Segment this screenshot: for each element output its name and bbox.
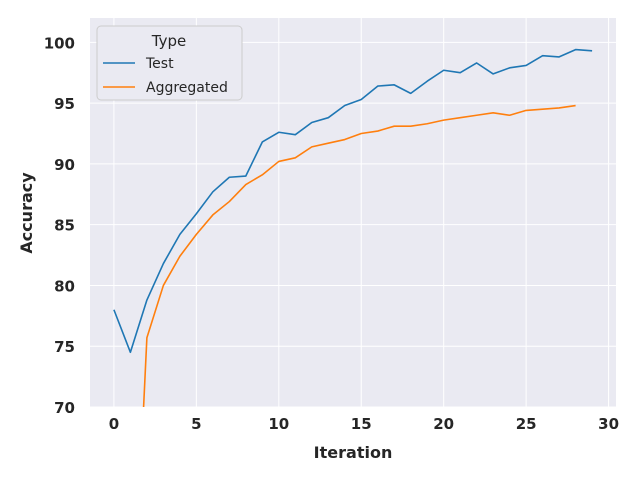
x-tick-label: 0 bbox=[109, 415, 119, 433]
x-tick-label: 25 bbox=[516, 415, 537, 433]
y-tick-label: 90 bbox=[54, 156, 75, 174]
x-tick-label: 15 bbox=[351, 415, 372, 433]
y-tick-label: 95 bbox=[54, 95, 75, 113]
series-lines bbox=[113, 48, 593, 408]
series-line-aggregated bbox=[142, 104, 576, 408]
y-axis-label: Accuracy bbox=[17, 172, 36, 254]
series-line-test bbox=[113, 48, 593, 354]
legend-box bbox=[96, 25, 243, 101]
legend: Type Test Aggregated bbox=[96, 25, 243, 101]
legend-label-test: Test bbox=[145, 56, 174, 72]
x-axis-label: Iteration bbox=[314, 443, 393, 462]
y-tick-label: 70 bbox=[54, 399, 75, 417]
y-tick-labels: 70 75 80 85 90 95 100 bbox=[44, 34, 75, 417]
x-tick-labels: 0 5 10 15 20 25 30 bbox=[109, 415, 619, 433]
y-tick-label: 85 bbox=[54, 217, 75, 235]
grid bbox=[90, 18, 616, 408]
x-tick-label: 20 bbox=[433, 415, 454, 433]
y-tick-label: 100 bbox=[44, 34, 75, 52]
y-tick-label: 80 bbox=[54, 277, 75, 295]
legend-title: Type bbox=[151, 32, 186, 50]
x-tick-label: 5 bbox=[191, 415, 201, 433]
x-tick-label: 10 bbox=[268, 415, 289, 433]
x-tick-label: 30 bbox=[598, 415, 619, 433]
y-tick-label: 75 bbox=[54, 338, 75, 356]
legend-label-aggregated: Aggregated bbox=[146, 80, 228, 96]
